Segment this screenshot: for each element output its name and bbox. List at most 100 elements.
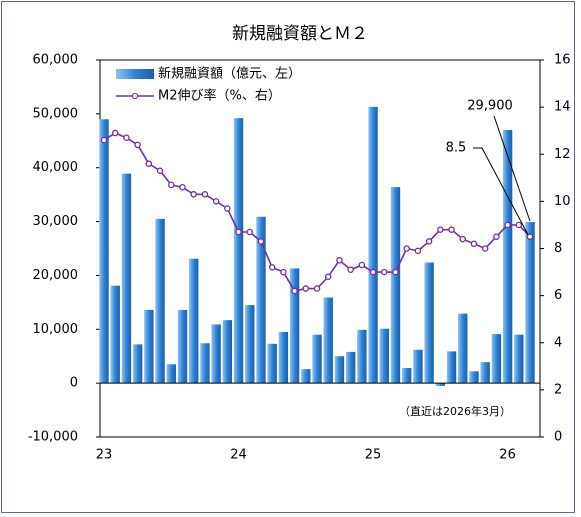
bar xyxy=(177,309,188,384)
line-marker xyxy=(313,285,321,292)
x-tick-label: 26 xyxy=(499,448,516,463)
bar xyxy=(289,268,300,384)
line-marker xyxy=(123,134,130,142)
line-marker xyxy=(100,136,108,144)
line-marker xyxy=(246,228,253,236)
y-tick-label: 0 xyxy=(70,376,78,391)
bar xyxy=(502,130,513,384)
line-marker xyxy=(190,191,197,198)
line-marker xyxy=(358,261,366,269)
legend-label: 新規融資額（億元、左） xyxy=(158,66,301,82)
line-marker xyxy=(437,226,444,233)
line-marker xyxy=(111,129,119,137)
line-marker xyxy=(369,268,377,276)
bar xyxy=(155,218,165,384)
line-marker xyxy=(414,247,422,255)
frame xyxy=(1,1,575,513)
line-marker xyxy=(291,287,298,295)
bar xyxy=(222,320,233,384)
bar xyxy=(424,262,434,384)
bar xyxy=(401,368,412,384)
bar xyxy=(525,222,535,384)
bar xyxy=(435,383,446,386)
data-label: 29,900 xyxy=(467,99,513,114)
y2-tick-label: 16 xyxy=(554,53,571,68)
line-marker xyxy=(425,238,433,245)
bar xyxy=(301,369,311,384)
chart-title: 新規融資額とＭ２ xyxy=(232,24,368,44)
note: （直近は2026年3月） xyxy=(399,404,511,418)
bar xyxy=(166,364,176,384)
line-marker xyxy=(526,233,534,240)
x-tick-label: 23 xyxy=(96,448,113,463)
bar xyxy=(144,309,154,384)
line-marker xyxy=(504,221,511,229)
line-marker xyxy=(324,273,332,281)
line-marker xyxy=(179,183,186,191)
legend-label: M2伸び率（%、右） xyxy=(158,88,281,104)
line-marker xyxy=(403,245,410,252)
line-marker xyxy=(448,226,455,233)
line-marker xyxy=(459,235,466,243)
bar xyxy=(256,216,266,384)
line-marker xyxy=(280,268,287,276)
data-label: 8.5 xyxy=(446,141,467,156)
bar xyxy=(390,187,401,384)
bar xyxy=(121,173,132,384)
bar xyxy=(110,285,120,384)
bar xyxy=(480,362,490,384)
bar xyxy=(278,331,289,384)
y2-tick-label: 4 xyxy=(554,335,562,350)
y2-tick-label: 14 xyxy=(554,100,571,115)
line-marker xyxy=(470,240,478,248)
leader xyxy=(493,115,531,222)
y2-tick-label: 2 xyxy=(554,382,562,397)
line-marker xyxy=(481,245,489,252)
bar xyxy=(334,356,345,384)
bar xyxy=(469,371,479,384)
bar xyxy=(491,334,502,384)
bar xyxy=(188,258,199,384)
line-marker xyxy=(134,141,141,149)
line-marker xyxy=(156,167,164,174)
line-marker xyxy=(257,238,265,245)
bar xyxy=(323,297,333,384)
y-tick-label: 40,000 xyxy=(33,160,79,175)
line-marker xyxy=(168,181,175,189)
line-marker xyxy=(347,266,354,273)
legend-swatch xyxy=(131,92,139,100)
y2-tick-label: 8 xyxy=(554,241,562,256)
bar xyxy=(345,351,356,384)
y2-tick-label: 12 xyxy=(554,147,571,162)
bar xyxy=(413,349,423,384)
line-marker xyxy=(145,160,153,167)
bar xyxy=(379,328,389,384)
bar xyxy=(99,119,109,384)
line-marker xyxy=(201,191,209,198)
bar xyxy=(357,329,367,384)
line-marker xyxy=(493,233,500,240)
y2-tick-label: 6 xyxy=(554,288,562,303)
y2-tick-label: 0 xyxy=(554,430,562,445)
line-marker xyxy=(235,228,242,236)
y-tick-label: 20,000 xyxy=(33,268,79,283)
bar xyxy=(458,313,468,384)
line-marker xyxy=(381,268,388,276)
line-marker xyxy=(224,205,231,212)
bar xyxy=(368,106,378,384)
y2-tick-label: 10 xyxy=(554,194,571,209)
y-tick-label: 60,000 xyxy=(33,53,79,68)
bar xyxy=(200,343,210,384)
line-marker xyxy=(212,198,220,205)
line-marker xyxy=(392,268,399,276)
legend-swatch xyxy=(116,69,154,79)
y-tick-label: 10,000 xyxy=(33,322,79,337)
bar xyxy=(267,343,277,384)
leader xyxy=(473,147,529,235)
x-tick-label: 25 xyxy=(365,448,382,463)
y-tick-label: 50,000 xyxy=(33,106,79,121)
line-marker xyxy=(336,257,343,264)
bar xyxy=(245,305,255,384)
y-tick-label: -10,000 xyxy=(28,430,78,445)
